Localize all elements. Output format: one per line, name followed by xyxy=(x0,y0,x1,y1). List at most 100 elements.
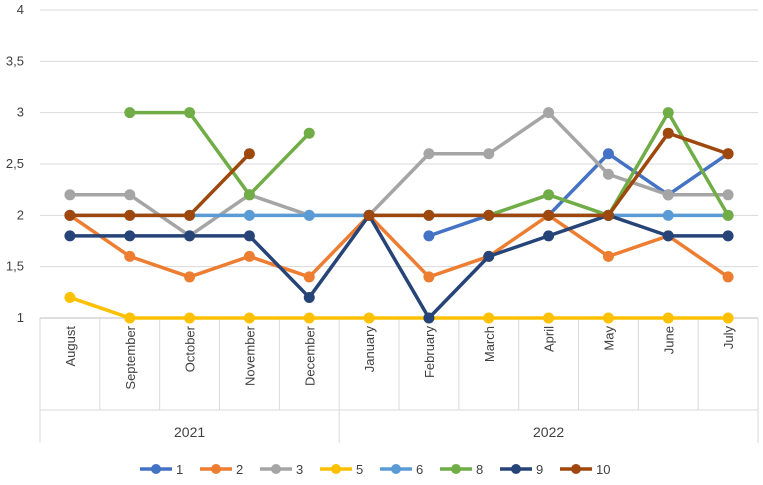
gridlines xyxy=(40,9,758,319)
data-point xyxy=(243,209,255,221)
legend-item: 1 xyxy=(140,462,183,477)
data-point xyxy=(64,209,76,221)
data-point xyxy=(423,271,435,283)
data-point xyxy=(124,107,136,119)
y-tick-label: 1,5 xyxy=(6,259,24,274)
legend-marker xyxy=(391,464,401,474)
series-line xyxy=(68,213,730,279)
x-axis: August September October November December Ja… xyxy=(39,317,759,443)
data-point xyxy=(184,271,196,283)
legend-label: 8 xyxy=(476,462,483,477)
data-point xyxy=(64,291,76,303)
legend-item: 3 xyxy=(260,462,303,477)
x-tick-label: May xyxy=(601,326,616,351)
data-point xyxy=(602,209,614,221)
data-point xyxy=(243,312,255,324)
x-tick-label: July xyxy=(721,326,736,350)
data-point xyxy=(124,189,136,201)
legend: 1 2 3 5 6 8 9 10 xyxy=(140,462,610,477)
legend-label: 6 xyxy=(416,462,423,477)
data-point xyxy=(662,107,674,119)
data-point xyxy=(124,230,136,242)
legend-label: 2 xyxy=(236,462,243,477)
x-tick-label: April xyxy=(542,326,557,352)
data-point xyxy=(64,230,76,242)
series-5 xyxy=(64,291,734,324)
x-tick-label: October xyxy=(183,325,198,372)
data-point xyxy=(662,209,674,221)
legend-label: 5 xyxy=(356,462,363,477)
data-point xyxy=(662,230,674,242)
data-point xyxy=(722,148,734,160)
data-point xyxy=(483,250,495,262)
series-line xyxy=(367,131,730,218)
legend-label: 9 xyxy=(536,462,543,477)
data-point xyxy=(423,312,435,324)
series-line xyxy=(68,295,730,320)
x-tick-label: January xyxy=(362,326,377,373)
legend-label: 3 xyxy=(296,462,303,477)
data-point xyxy=(303,312,315,324)
legend-item: 9 xyxy=(500,462,543,477)
legend-marker xyxy=(271,464,281,474)
data-point xyxy=(543,107,555,119)
data-point xyxy=(543,209,555,221)
data-point xyxy=(423,209,435,221)
legend-item: 10 xyxy=(560,462,610,477)
series-lines xyxy=(64,107,734,324)
legend-item: 6 xyxy=(380,462,423,477)
y-axis-ticks: 1 1,5 2 2,5 3 3,5 4 xyxy=(6,2,24,325)
data-point xyxy=(184,312,196,324)
data-point xyxy=(243,148,255,160)
data-point xyxy=(543,189,555,201)
data-point xyxy=(483,148,495,160)
legend-marker xyxy=(451,464,461,474)
legend-marker xyxy=(211,464,221,474)
data-point xyxy=(363,312,375,324)
y-tick-label: 2 xyxy=(17,207,24,222)
data-point xyxy=(64,189,76,201)
data-point xyxy=(662,189,674,201)
data-point xyxy=(662,312,674,324)
data-point xyxy=(722,209,734,221)
series-line xyxy=(68,151,252,218)
data-point xyxy=(602,168,614,180)
series-10 xyxy=(64,127,734,221)
data-point xyxy=(423,148,435,160)
data-point xyxy=(543,312,555,324)
data-point xyxy=(363,209,375,221)
data-point xyxy=(303,127,315,139)
data-point xyxy=(602,148,614,160)
data-point xyxy=(483,209,495,221)
data-point xyxy=(722,271,734,283)
y-tick-label: 4 xyxy=(17,2,24,17)
data-point xyxy=(184,209,196,221)
x-tick-label: December xyxy=(302,325,317,386)
legend-label: 1 xyxy=(176,462,183,477)
data-point xyxy=(243,189,255,201)
data-point xyxy=(722,312,734,324)
x-tick-label: November xyxy=(242,325,257,386)
x-tick-label: September xyxy=(123,325,138,389)
series-line xyxy=(68,110,730,238)
data-point xyxy=(124,312,136,324)
data-point xyxy=(722,230,734,242)
y-tick-label: 3,5 xyxy=(6,53,24,68)
data-point xyxy=(423,230,435,242)
legend-item: 2 xyxy=(200,462,243,477)
x-group-label: 2021 xyxy=(174,424,205,440)
legend-item: 8 xyxy=(440,462,483,477)
y-tick-label: 1 xyxy=(17,310,24,325)
series-line xyxy=(128,110,311,197)
data-point xyxy=(602,312,614,324)
data-point xyxy=(124,250,136,262)
y-tick-label: 3 xyxy=(17,105,24,120)
legend-marker xyxy=(511,464,521,474)
data-point xyxy=(184,107,196,119)
data-point xyxy=(243,250,255,262)
data-point xyxy=(303,271,315,283)
data-point xyxy=(303,291,315,303)
legend-marker xyxy=(331,464,341,474)
data-point xyxy=(243,230,255,242)
